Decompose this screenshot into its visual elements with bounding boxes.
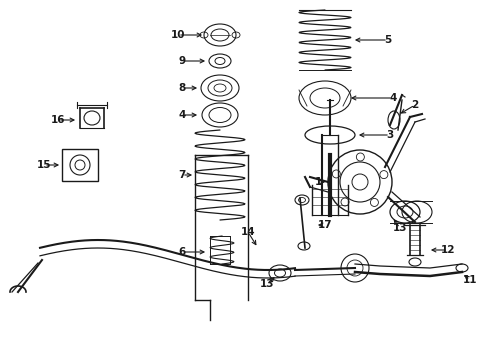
Text: 8: 8 (178, 83, 186, 93)
Text: 4: 4 (178, 110, 186, 120)
Text: 4: 4 (390, 93, 397, 103)
Text: 10: 10 (171, 30, 185, 40)
Text: 16: 16 (51, 115, 65, 125)
Bar (62, 149, 98, 181)
Text: 2: 2 (412, 100, 418, 110)
Text: 14: 14 (241, 227, 255, 237)
Text: 13: 13 (393, 223, 407, 233)
Text: 11: 11 (463, 275, 477, 285)
Text: 13: 13 (260, 279, 274, 289)
Text: 6: 6 (178, 247, 186, 257)
Text: 9: 9 (178, 56, 186, 66)
Text: 15: 15 (37, 160, 51, 170)
Text: 12: 12 (441, 245, 455, 255)
Text: 1: 1 (315, 177, 321, 187)
Text: 17: 17 (318, 220, 332, 230)
Text: 5: 5 (384, 35, 392, 45)
Text: 3: 3 (387, 130, 393, 140)
Text: 7: 7 (178, 170, 186, 180)
